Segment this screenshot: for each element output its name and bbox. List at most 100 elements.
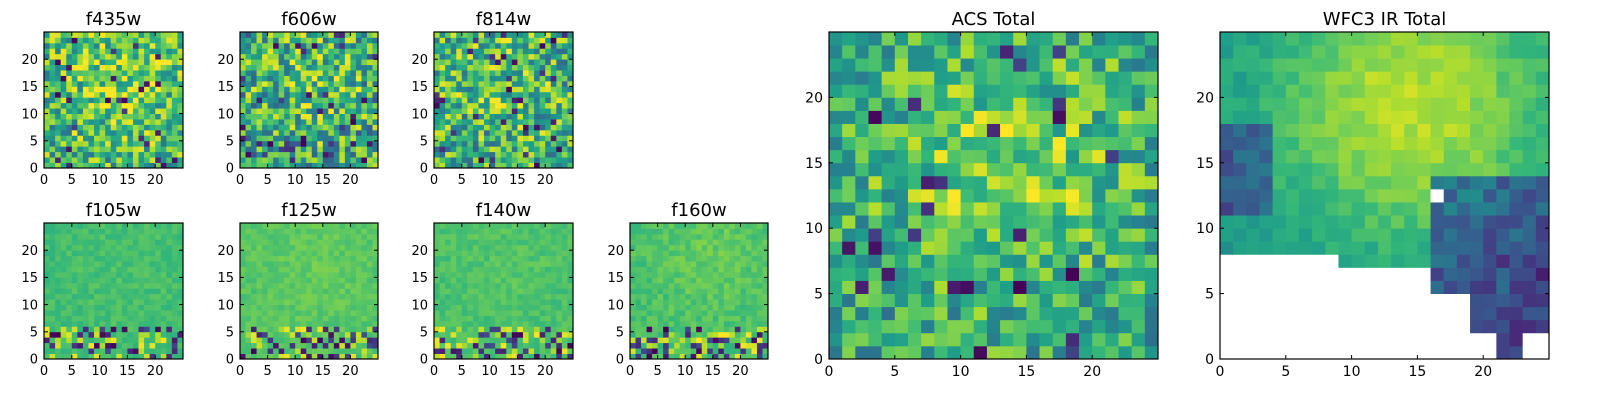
heatmap-cell xyxy=(267,48,274,55)
heatmap-cell xyxy=(545,261,552,267)
heatmap-cell xyxy=(267,86,274,93)
heatmap-cell xyxy=(160,97,167,104)
heatmap-cell xyxy=(256,32,263,38)
heatmap-cell xyxy=(947,215,961,229)
heatmap-cell xyxy=(511,250,518,257)
heatmap-cell xyxy=(372,261,379,267)
heatmap-cell xyxy=(829,149,843,164)
heatmap-cell xyxy=(155,331,162,338)
heatmap-cell xyxy=(328,326,335,333)
heatmap-cell xyxy=(960,345,975,360)
heatmap-cell xyxy=(366,233,373,240)
heatmap-cell xyxy=(745,326,752,333)
heatmap-cell xyxy=(489,244,496,251)
heatmap-cell xyxy=(99,80,106,87)
heatmap-cell xyxy=(756,261,763,267)
heatmap-cell xyxy=(267,228,274,235)
heatmap-cell xyxy=(472,59,479,66)
heatmap-cell xyxy=(311,86,318,93)
heatmap-cell xyxy=(439,80,446,87)
heatmap-cell xyxy=(489,233,496,240)
heatmap-cell xyxy=(506,342,513,349)
heatmap-cell xyxy=(138,239,145,246)
heatmap-cell xyxy=(723,293,730,300)
heatmap-cell xyxy=(273,342,280,349)
heatmap-cell xyxy=(262,271,268,278)
heatmap-cells xyxy=(434,32,574,169)
heatmap-cell xyxy=(284,135,291,142)
heatmap-cell xyxy=(517,91,524,98)
heatmap-cell xyxy=(1118,280,1133,294)
heatmap-cell xyxy=(506,353,513,360)
heatmap-cell xyxy=(144,342,151,349)
heatmap-cell xyxy=(77,304,84,311)
heatmap-cell xyxy=(166,32,173,38)
heatmap-cell xyxy=(517,97,524,104)
heatmap-cell xyxy=(278,59,285,66)
heatmap-cell xyxy=(160,135,167,142)
heatmap-cell xyxy=(267,70,274,76)
heatmap-cell xyxy=(539,310,546,316)
heatmap-cell xyxy=(550,75,557,82)
y-tick-label: 0 xyxy=(420,353,428,368)
heatmap-cell xyxy=(762,293,769,300)
heatmap-cell xyxy=(556,353,563,360)
heatmap-cell xyxy=(1013,267,1027,281)
x-tick-label: 5 xyxy=(68,173,76,188)
heatmap-cell xyxy=(506,37,513,44)
heatmap-cell xyxy=(707,223,714,229)
x-tick-label: 10 xyxy=(91,173,108,188)
heatmap-cell xyxy=(539,293,546,300)
heatmap-cell xyxy=(240,228,246,235)
heatmap-cell xyxy=(116,124,123,131)
heatmap-cell xyxy=(907,280,922,294)
heatmap-cell xyxy=(278,261,285,267)
heatmap-cell xyxy=(116,337,123,344)
heatmap-cell xyxy=(372,113,379,120)
heatmap-cell xyxy=(306,97,313,104)
heatmap-cell xyxy=(344,255,351,262)
heatmap-cell xyxy=(99,97,106,104)
heatmap-cell xyxy=(267,129,274,136)
heatmap-cell xyxy=(500,353,507,360)
heatmap-cell xyxy=(344,348,351,354)
heatmap-cell xyxy=(522,64,529,71)
heatmap-cell xyxy=(723,288,730,295)
heatmap-cell xyxy=(500,320,507,327)
heatmap-cell xyxy=(166,119,173,125)
heatmap-cell xyxy=(445,261,452,267)
heatmap-cell xyxy=(1079,332,1093,347)
heatmap-cell xyxy=(528,342,535,349)
heatmap-cell xyxy=(478,244,485,251)
heatmap-cell xyxy=(245,91,252,98)
heatmap-cell xyxy=(60,42,67,49)
heatmap-cell xyxy=(94,310,100,316)
heatmap-cell xyxy=(456,102,463,109)
heatmap-cell xyxy=(289,320,296,327)
heatmap-cell xyxy=(71,75,78,82)
heatmap-cell xyxy=(1026,319,1040,334)
heatmap-cell xyxy=(94,282,100,289)
heatmap-cell xyxy=(668,310,675,316)
heatmap-cell xyxy=(762,310,769,316)
heatmap-cell xyxy=(679,239,686,246)
heatmap-cell xyxy=(635,233,642,240)
heatmap-cell xyxy=(138,140,145,147)
heatmap-cell xyxy=(116,64,123,71)
heatmap-cell xyxy=(528,135,535,142)
heatmap-cell xyxy=(82,64,89,71)
heatmap-cell xyxy=(99,108,106,114)
heatmap-cell xyxy=(1079,241,1093,255)
heatmap-cell xyxy=(245,146,252,153)
heatmap-cell xyxy=(88,37,95,44)
heatmap-cell xyxy=(829,202,843,216)
heatmap-cell xyxy=(66,299,73,305)
heatmap-cell xyxy=(439,331,446,338)
heatmap-cell xyxy=(306,353,313,360)
heatmap-cell xyxy=(300,140,307,147)
heatmap-cell xyxy=(556,37,563,44)
heatmap-cell xyxy=(295,348,302,354)
heatmap-cell xyxy=(556,157,563,163)
heatmap-cell xyxy=(333,97,340,104)
heatmap-cell xyxy=(245,108,252,114)
